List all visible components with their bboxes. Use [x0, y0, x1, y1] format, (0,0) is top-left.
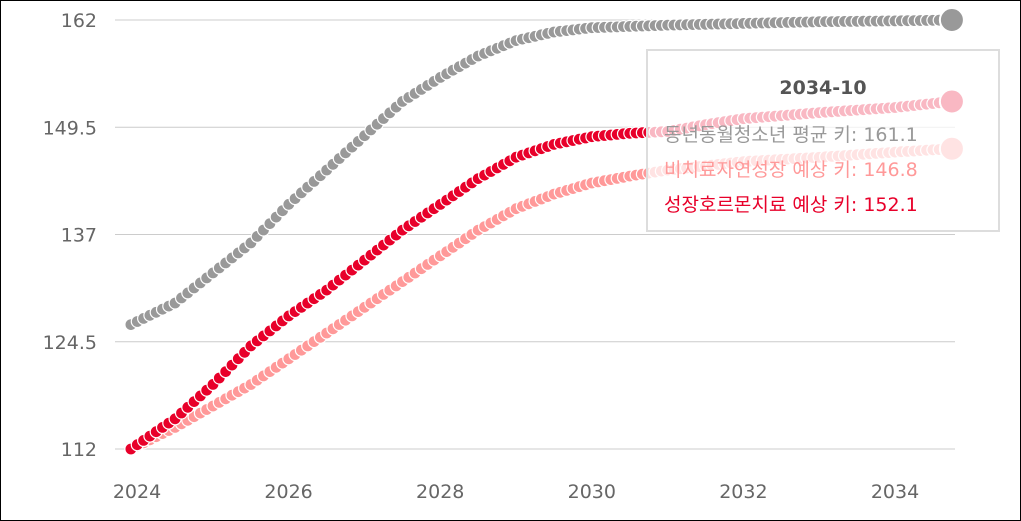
tooltip-row-value: 152.1 [863, 194, 918, 216]
y-tick-label: 149.5 [43, 117, 97, 139]
y-tick-label: 162 [61, 10, 97, 32]
tooltip-row-label: 비치료자연성장 예상 키 [664, 159, 851, 181]
y-tick-label: 137 [61, 225, 97, 247]
tooltip-title: 2034-10 [779, 77, 867, 99]
tooltip-row-value: 146.8 [863, 159, 918, 181]
tooltip-row-treatment: 성장호르몬치료 예상 키: 152.1 [664, 194, 918, 216]
x-tick-label: 2028 [416, 481, 464, 503]
x-tick-label: 2030 [568, 481, 616, 503]
x-tick-label: 2026 [264, 481, 312, 503]
tooltip-row-label: 동년동월청소년 평균 키 [664, 124, 851, 146]
tooltip-row-average: 동년동월청소년 평균 키: 161.1 [664, 124, 918, 146]
tooltip-row-value: 161.1 [863, 124, 918, 146]
x-tick-label: 2034 [871, 481, 919, 503]
x-tick-label: 2024 [113, 481, 161, 503]
tooltip-row-natural: 비치료자연성장 예상 키: 146.8 [664, 159, 918, 181]
y-tick-label: 112 [61, 439, 97, 461]
tooltip-row-label: 성장호르몬치료 예상 키 [664, 194, 851, 216]
y-tick-label: 124.5 [43, 332, 97, 354]
tooltip: 2034-10 동년동월청소년 평균 키: 161.1 비치료자연성장 예상 키… [646, 49, 1000, 232]
y-axis-ticks: 162 149.5 137 124.5 112 [43, 10, 97, 461]
x-axis-ticks: 2024 2026 2028 2030 2032 2034 [113, 481, 919, 503]
series-0 [124, 7, 965, 332]
highlight-point [938, 7, 965, 33]
x-tick-label: 2032 [719, 481, 767, 503]
